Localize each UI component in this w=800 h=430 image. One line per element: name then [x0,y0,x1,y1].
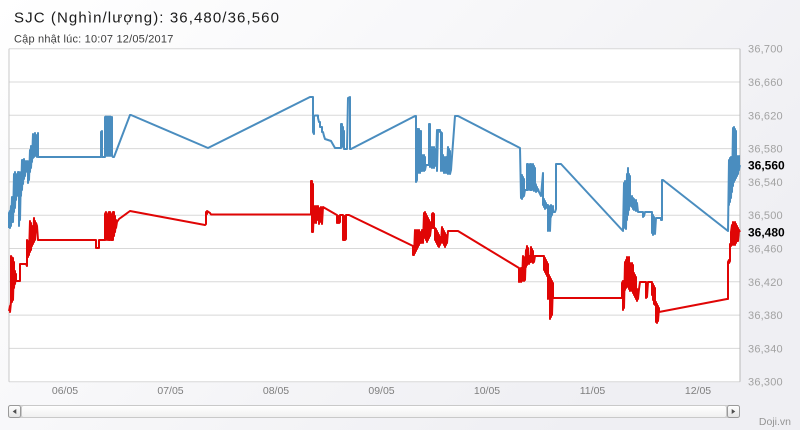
svg-text:36,300: 36,300 [748,377,783,389]
svg-text:10/05: 10/05 [474,385,500,397]
svg-text:11/05: 11/05 [580,385,606,397]
svg-text:06/05: 06/05 [52,385,78,397]
svg-text:08/05: 08/05 [263,385,289,397]
svg-text:36,540: 36,540 [748,177,783,189]
svg-text:Cập nhật lúc: 10:07 12/05/2017: Cập nhật lúc: 10:07 12/05/2017 [14,34,174,46]
svg-text:Doji.vn: Doji.vn [759,416,791,428]
svg-text:12/05: 12/05 [685,385,711,397]
svg-text:36,660: 36,660 [748,77,783,89]
svg-text:07/05: 07/05 [157,385,183,397]
svg-text:36,340: 36,340 [748,343,783,355]
svg-text:36,380: 36,380 [748,310,783,322]
svg-text:36,460: 36,460 [748,244,783,256]
svg-text:SJC (Nghìn/lượng): 36,480/36,5: SJC (Nghìn/lượng): 36,480/36,560 [14,10,280,27]
svg-text:36,580: 36,580 [748,144,783,156]
svg-text:36,620: 36,620 [748,110,783,122]
svg-text:36,700: 36,700 [748,44,783,56]
svg-text:36,560: 36,560 [748,159,785,173]
svg-text:09/05: 09/05 [368,385,394,397]
svg-text:36,420: 36,420 [748,277,783,289]
svg-text:36,500: 36,500 [748,210,783,222]
svg-text:36,480: 36,480 [748,225,785,239]
